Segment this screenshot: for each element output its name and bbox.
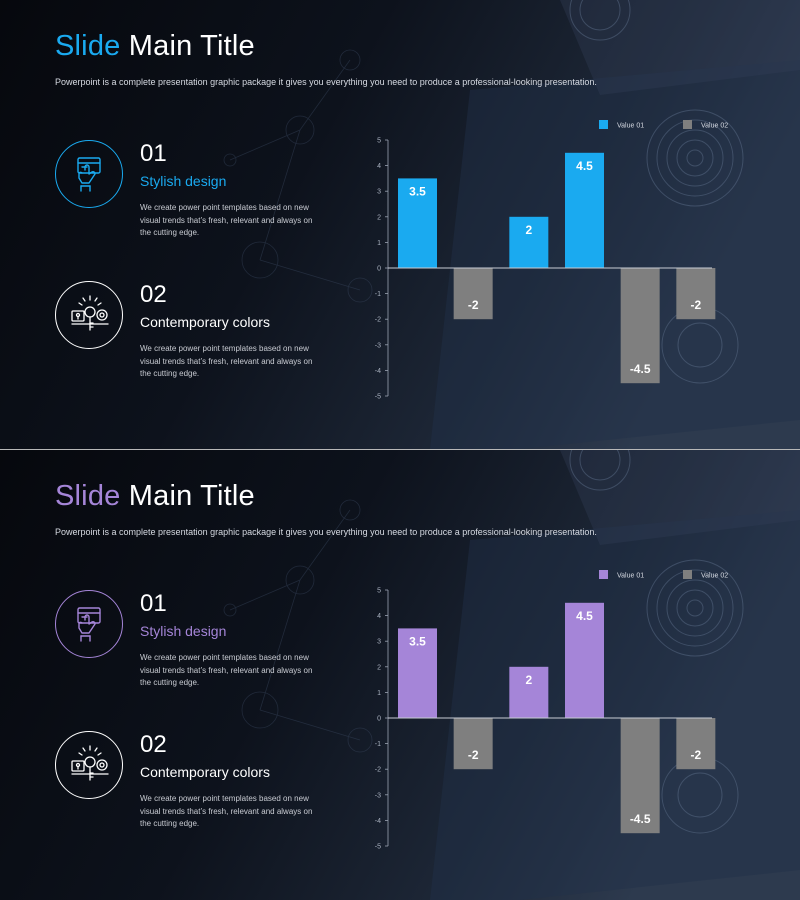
legend-label: Value 02 — [701, 573, 728, 580]
slide-2[interactable]: Slide Main Title Powerpoint is a complet… — [0, 450, 800, 900]
legend-label: Value 01 — [617, 123, 644, 130]
data-label: 2 — [525, 673, 532, 687]
y-tick-label: -2 — [375, 767, 381, 774]
bar-1-3 — [509, 216, 549, 268]
background-image — [0, 450, 800, 900]
y-tick-label: 0 — [377, 716, 381, 723]
feature-icon-circle — [55, 731, 123, 799]
y-tick-label: 5 — [377, 138, 381, 145]
bar-2-6 — [676, 718, 716, 770]
bar-1-3 — [509, 666, 549, 718]
feature-number: 01 — [140, 140, 167, 167]
slide-1[interactable]: Slide Main Title Powerpoint is a complet… — [0, 0, 800, 450]
bar-1-1 — [398, 628, 437, 718]
bar-1-4 — [565, 602, 604, 718]
title-accent: Slide — [55, 30, 121, 62]
y-tick-label: -5 — [375, 844, 381, 851]
bar-chart: 5 4 3 2 1 0 -1 -2 -3 -4 -5 3.5 -2 2 4.5 -4.5 -2 Value 01 V… — [375, 120, 728, 401]
legend-swatch — [599, 120, 608, 129]
legend-swatch — [599, 570, 608, 579]
y-tick-label: -4 — [375, 818, 381, 825]
bar-2-2 — [453, 268, 493, 320]
feature-number: 01 — [140, 590, 167, 617]
y-tick-label: 4 — [377, 613, 381, 620]
feature-number: 02 — [140, 281, 167, 308]
hand-card-icon — [77, 157, 101, 192]
y-tick-label: -3 — [375, 792, 381, 799]
bar-2-2 — [453, 718, 493, 770]
bar-2-5 — [620, 718, 660, 834]
y-tick-label: 5 — [377, 588, 381, 595]
feature-description: We create power point templates based on… — [140, 203, 313, 237]
slide-title: Slide Main Title — [55, 480, 255, 513]
y-tick-label: 2 — [377, 664, 381, 671]
title-rest: Main Title — [128, 30, 255, 62]
data-label: -2 — [690, 748, 701, 762]
bar-1-1 — [398, 178, 437, 268]
bar-1-4 — [565, 152, 604, 268]
hand-card-icon — [77, 607, 101, 642]
data-label: -2 — [468, 298, 479, 312]
title-accent: Slide — [55, 480, 121, 512]
y-tick-label: -3 — [375, 342, 381, 349]
y-tick-label: 1 — [377, 240, 381, 247]
y-tick-label: 3 — [377, 639, 381, 646]
feature-icon-circle — [55, 140, 123, 208]
data-label: 4.5 — [576, 159, 593, 173]
y-tick-label: -5 — [375, 394, 381, 401]
feature-name: Contemporary colors — [140, 764, 270, 780]
y-tick-label: 3 — [377, 189, 381, 196]
y-tick-label: 2 — [377, 214, 381, 221]
legend-swatch — [683, 570, 692, 579]
feature-name: Stylish design — [140, 623, 227, 639]
key-lock-icon — [71, 745, 109, 781]
y-tick-label: -4 — [375, 368, 381, 375]
background-image — [0, 0, 800, 449]
slide-subtitle: Powerpoint is a complete presentation gr… — [55, 527, 597, 537]
y-tick-label: 1 — [377, 690, 381, 697]
data-label: -4.5 — [630, 812, 651, 826]
data-label: -4.5 — [630, 362, 651, 376]
y-tick-label: -2 — [375, 317, 381, 324]
bar-chart: 5 4 3 2 1 0 -1 -2 -3 -4 -5 3.5 -2 2 4.5 -4.5 -2 Value 01 V… — [375, 570, 728, 851]
data-label: -2 — [690, 298, 701, 312]
slide-subtitle: Powerpoint is a complete presentation gr… — [55, 77, 597, 87]
data-label: -2 — [468, 748, 479, 762]
y-tick-label: 4 — [377, 163, 381, 170]
feature-description: We create power point templates based on… — [140, 344, 313, 378]
bar-2-6 — [676, 268, 716, 320]
slide-title: Slide Main Title — [55, 30, 255, 63]
feature-description: We create power point templates based on… — [140, 794, 313, 828]
feature-name: Contemporary colors — [140, 314, 270, 330]
legend-swatch — [683, 120, 692, 129]
feature-icon-circle — [55, 590, 123, 658]
bar-2-5 — [620, 268, 660, 384]
feature-description: We create power point templates based on… — [140, 653, 313, 687]
y-tick-label: -1 — [375, 741, 381, 748]
y-tick-label: 0 — [377, 266, 381, 273]
legend-label: Value 02 — [701, 123, 728, 130]
data-label: 2 — [525, 223, 532, 237]
data-label: 3.5 — [409, 184, 426, 198]
feature-name: Stylish design — [140, 173, 227, 189]
data-label: 4.5 — [576, 609, 593, 623]
legend-label: Value 01 — [617, 573, 644, 580]
data-label: 3.5 — [409, 634, 426, 648]
key-lock-icon — [71, 295, 109, 331]
title-rest: Main Title — [128, 480, 255, 512]
y-tick-label: -1 — [375, 291, 381, 298]
feature-number: 02 — [140, 731, 167, 758]
feature-icon-circle — [55, 281, 123, 349]
